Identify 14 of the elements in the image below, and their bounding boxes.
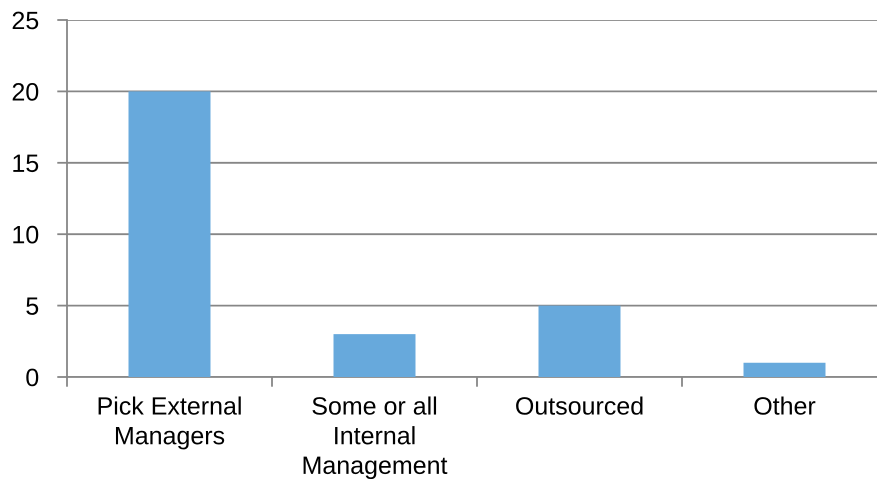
x-tick-label: Some or all Internal Management: [304, 396, 448, 480]
y-tick-label: 20: [12, 83, 38, 101]
x-tick-label: Pick External Managers: [98, 396, 241, 450]
y-tick-label: 15: [13, 154, 38, 172]
bar: [744, 362, 826, 377]
y-tick-label: 0: [26, 368, 38, 386]
y-tick-label: 5: [26, 297, 38, 315]
bar: [128, 91, 210, 377]
y-tick-label: 10: [13, 226, 38, 244]
bar: [334, 334, 416, 377]
y-tick-label: 25: [12, 12, 38, 30]
x-tick-label: Other: [754, 396, 816, 415]
x-tick-label: Outsourced: [516, 396, 643, 415]
bar: [538, 306, 620, 377]
